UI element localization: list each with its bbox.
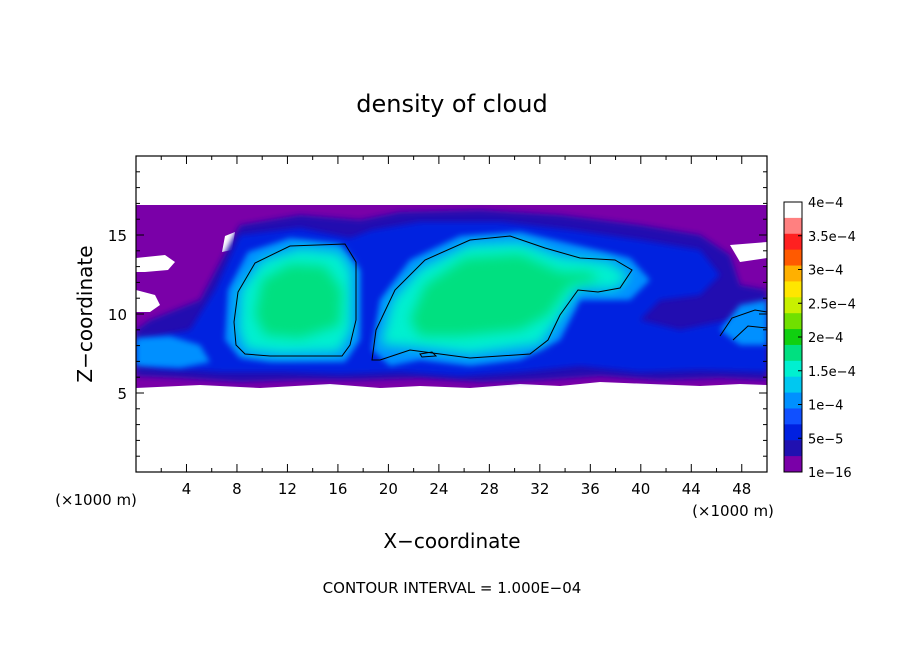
plot-area [136,156,767,472]
cloud-layer-lightblue [720,300,767,345]
contour-interval-footer: CONTOUR INTERVAL = 1.000E−04 [323,579,582,597]
right-green-core [410,254,600,336]
x-tick-label: 12 [278,480,297,498]
colorbar-swatch [784,329,802,346]
colorbar-swatch [784,202,802,219]
x-axis-title: X−coordinate [383,529,520,553]
x-unit-left: (×1000 m) [55,491,137,509]
colorbar-swatch [784,344,802,362]
contour-line [419,351,438,358]
y-tick-label: 10 [108,306,127,324]
contour-line [732,325,767,341]
chart-title: density of cloud [356,90,547,118]
cloud-gap [136,290,160,312]
colorbar-swatch [784,376,802,394]
y-tick-label: 15 [108,227,127,245]
x-tick-label: 40 [631,480,650,498]
colorbar-swatch [784,217,802,235]
colorbar-swatch [784,360,802,378]
x-tick-label: 24 [429,480,448,498]
x-tick-label: 44 [682,480,701,498]
x-tick-label: 8 [232,480,242,498]
colorbar-label: 3.5e−4 [808,230,856,245]
colorbar-swatch [784,297,802,314]
colorbar-swatch [784,313,802,330]
colorbar-label: 5e−5 [808,432,843,447]
y-tick-label: 5 [117,385,127,403]
colorbar-swatch [784,456,802,473]
left-green-core [255,264,342,338]
colorbar-label: 2e−4 [808,331,843,346]
x-tick-label: 4 [182,480,192,498]
cloud-layer-lightblue [136,336,210,368]
colorbar-label: 4e−4 [808,196,843,211]
colorbar-label: 1e−4 [808,399,843,414]
colorbar-swatch [784,233,802,251]
contour-line [719,309,767,337]
colorbar-label: 1e−16 [808,466,852,481]
colorbar-swatch [784,408,802,425]
colorbar-swatch [784,249,802,267]
cloud-gap [136,255,175,272]
contour-lines [233,235,767,361]
x-unit-right: (×1000 m) [692,502,774,520]
x-tick-label: 36 [581,480,600,498]
x-tick-label: 28 [480,480,499,498]
y-axis-title: Z−coordinate [73,245,97,382]
colorbar-swatch [784,281,802,298]
colorbar-swatch [784,265,802,282]
contour-line [371,235,633,361]
x-tick-label: 48 [732,480,751,498]
colorbar-swatch [784,440,802,457]
colorbar-swatch [784,424,802,441]
colorbar-swatch [784,392,802,409]
colorbar: 4e−4 3.5e−4 3e−4 2.5e−4 2e−4 1.5e−4 1e−4 5e−5 1e… [783,196,856,481]
x-tick-label: 16 [328,480,347,498]
cloud-gap [730,242,767,262]
x-tick-label: 32 [530,480,549,498]
colorbar-label: 1.5e−4 [808,365,856,380]
x-tick-label: 20 [379,480,398,498]
contour-line [233,243,357,357]
colorbar-label: 3e−4 [808,264,843,279]
colorbar-label: 2.5e−4 [808,297,856,312]
